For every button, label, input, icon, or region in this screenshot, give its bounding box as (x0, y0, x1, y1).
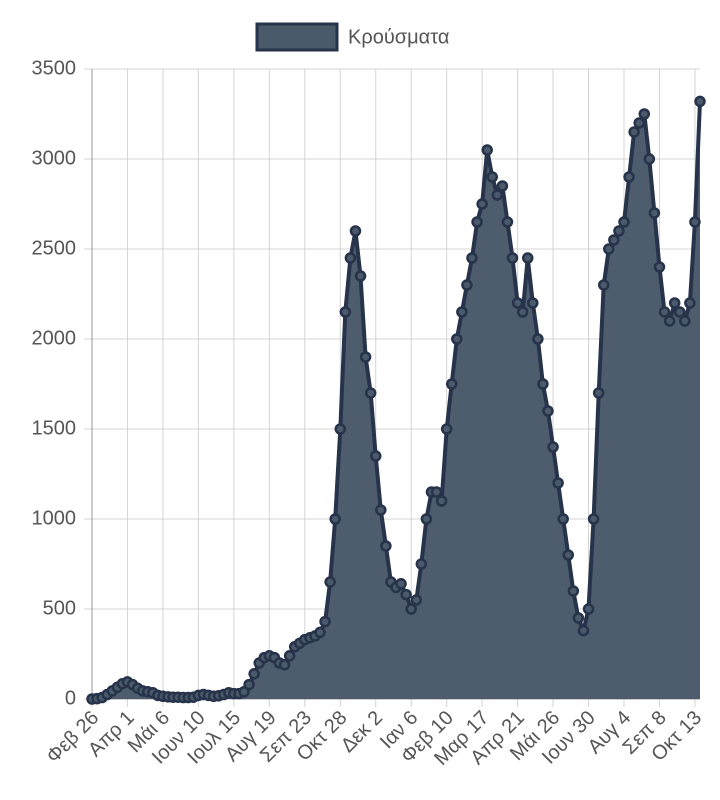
point (476, 198, 488, 210)
point (420, 513, 433, 525)
y-tick-label: 3500 (32, 57, 77, 79)
point (506, 252, 519, 264)
point (278, 659, 291, 671)
point (532, 333, 544, 345)
point (283, 650, 296, 662)
point (471, 216, 483, 228)
point (648, 207, 661, 219)
point (633, 117, 645, 129)
point (694, 95, 706, 108)
point (339, 306, 352, 318)
point (542, 405, 554, 417)
point (461, 279, 473, 291)
point (491, 189, 504, 201)
point (668, 297, 681, 309)
point (562, 549, 575, 561)
point (597, 279, 610, 291)
point (567, 585, 580, 597)
point (329, 513, 341, 525)
point (511, 297, 524, 309)
point (445, 378, 458, 390)
legend-swatch (255, 22, 339, 52)
point (344, 252, 357, 264)
point (628, 126, 640, 138)
point (380, 540, 392, 552)
point (415, 558, 428, 570)
point (430, 486, 443, 498)
point (466, 252, 478, 264)
y-tick-label: 500 (43, 597, 76, 619)
point (587, 513, 600, 525)
point (334, 423, 347, 435)
y-tick-label: 0 (65, 687, 76, 709)
point (456, 306, 468, 318)
point (369, 450, 382, 462)
point (638, 108, 651, 120)
y-tick-label: 2500 (32, 237, 77, 259)
point (653, 261, 666, 273)
point (613, 225, 625, 237)
point (547, 441, 559, 453)
point (577, 624, 590, 637)
point (375, 504, 387, 516)
point (643, 153, 656, 165)
point (527, 297, 539, 309)
point (243, 678, 255, 691)
point (663, 315, 676, 327)
point (481, 144, 493, 156)
point (557, 513, 569, 525)
point (324, 576, 336, 588)
point (679, 315, 691, 327)
point (618, 216, 630, 228)
point (552, 477, 564, 489)
y-tick-label: 3000 (32, 147, 77, 169)
point (400, 588, 412, 601)
point (451, 333, 463, 345)
x-tick-label: Δεκ 2 (337, 707, 387, 757)
point (603, 243, 615, 255)
point (582, 603, 595, 615)
point (496, 180, 509, 192)
point (364, 387, 377, 399)
point (623, 171, 635, 183)
point (658, 306, 671, 318)
point (440, 423, 453, 435)
point (516, 306, 529, 318)
y-tick-label: 2000 (32, 327, 77, 349)
y-tick-label: 1000 (32, 507, 77, 529)
point (608, 234, 620, 246)
point (537, 378, 549, 390)
point (410, 594, 423, 606)
point (359, 351, 372, 363)
point (673, 306, 686, 318)
point (405, 603, 417, 615)
point (395, 578, 407, 590)
point (435, 495, 448, 507)
area (92, 101, 700, 699)
point (248, 668, 260, 680)
point (521, 252, 534, 264)
point (684, 297, 696, 309)
point (314, 626, 326, 639)
point (486, 171, 499, 183)
point (592, 387, 605, 399)
legend-label: Κρούσματα (348, 26, 449, 48)
point (572, 612, 585, 624)
point (319, 615, 331, 628)
point (501, 216, 514, 228)
point (689, 216, 701, 228)
point (354, 270, 367, 282)
point (349, 225, 362, 237)
y-tick-label: 1500 (32, 417, 77, 439)
